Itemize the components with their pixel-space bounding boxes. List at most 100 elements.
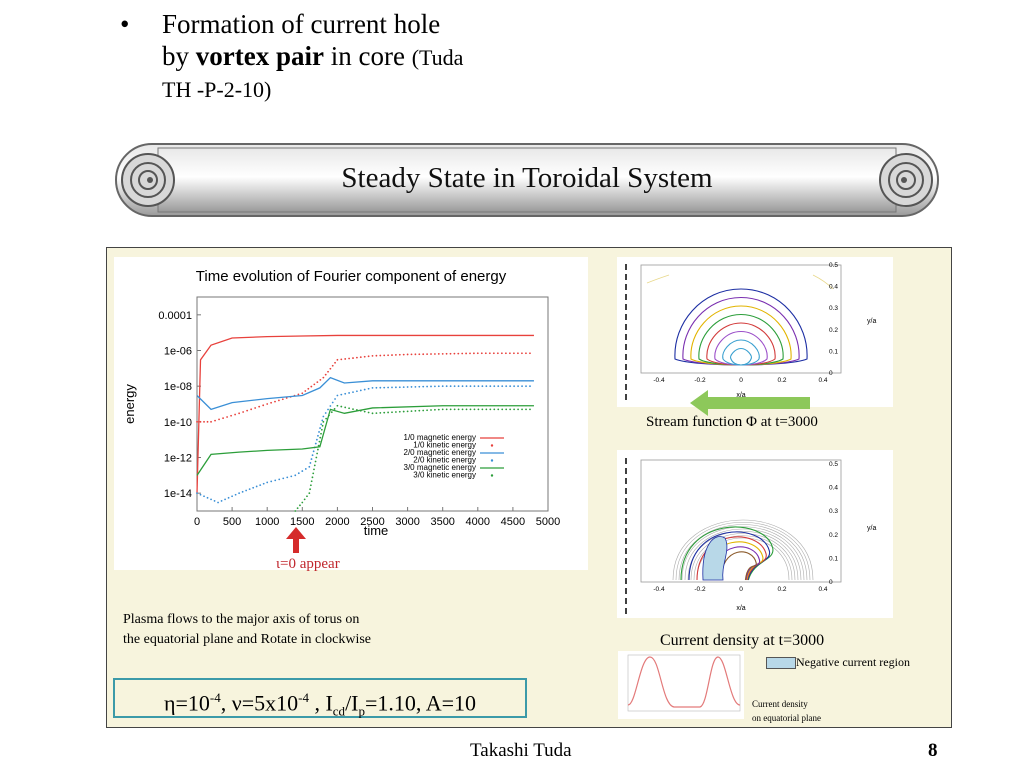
parameter-formula: η=10-4, ν=5x10-4 , Icd/Ip=1.10, A=10: [113, 678, 527, 719]
energy-series-point: [371, 354, 374, 357]
stream-y-tick-label: 0.5: [829, 262, 838, 269]
stream-x-tick-label: 0.4: [818, 377, 827, 384]
energy-series-point: [387, 354, 389, 357]
energy-series-point: [306, 495, 308, 498]
energy-series-point: [325, 417, 328, 420]
energy-series-line: [196, 405, 534, 476]
energy-legend-label: 1/0 magnetic energy: [404, 433, 477, 442]
energy-series-point: [406, 410, 409, 413]
energy-series-point: [363, 355, 366, 358]
stream-x-tick-label: 0.2: [777, 377, 786, 384]
energy-series-point: [262, 482, 265, 485]
energy-series-point: [383, 386, 386, 389]
energy-series-point: [501, 408, 504, 411]
energy-series-point: [375, 386, 378, 389]
energy-series-point: [241, 490, 244, 493]
energy-series-point: [317, 434, 319, 437]
energy-series-point: [453, 408, 456, 411]
energy-series-point: [457, 352, 460, 355]
energy-series-point: [218, 418, 220, 421]
energy-series-point: [391, 411, 393, 414]
energy-series-point: [321, 424, 324, 427]
energy-series-point: [308, 492, 311, 495]
energy-series-point: [477, 408, 480, 411]
energy-series-point: [387, 411, 389, 414]
stream-y-tick-label: 0.3: [829, 305, 838, 312]
energy-y-axis-label: energy: [122, 384, 137, 424]
energy-series-point: [299, 504, 301, 507]
energy-series-point: [391, 354, 393, 356]
energy-series-point: [210, 420, 212, 423]
equatorial-current-plot: [627, 654, 741, 712]
energy-series-point: [410, 410, 413, 413]
energy-series-point: [317, 448, 319, 451]
energy-series-point: [336, 394, 339, 397]
energy-series-point: [316, 452, 319, 455]
energy-series-point: [322, 420, 325, 423]
energy-series-point: [252, 486, 255, 489]
energy-series-point: [422, 409, 425, 412]
energy-series-point: [414, 410, 417, 412]
energy-series-point: [311, 476, 314, 479]
energy-legend-label: 1/0 kinetic energy: [413, 441, 476, 450]
energy-series-point: [330, 411, 333, 414]
energy-series-point: [311, 454, 314, 457]
current-contour-line: [678, 524, 808, 581]
page-number: 8: [928, 740, 938, 761]
energy-series-point: [250, 408, 253, 411]
stream-caption: Stream function Φ at t=3000: [646, 414, 818, 430]
bullet-emphasis: vortex pair: [195, 41, 324, 71]
energy-series-point: [348, 357, 350, 360]
energy-series-point: [307, 387, 310, 390]
energy-series-point: [473, 408, 476, 411]
energy-series-point: [278, 399, 280, 402]
energy-series-point: [457, 385, 460, 388]
energy-series-point: [453, 352, 456, 355]
energy-series-point: [344, 406, 347, 409]
energy-series-point: [434, 408, 436, 411]
energy-series-point: [316, 381, 319, 384]
energy-series-point: [410, 353, 413, 356]
energy-series-point: [422, 385, 425, 388]
title-banner: Steady State in Toroidal System: [108, 134, 946, 224]
current-contour-line: [684, 528, 802, 581]
energy-legend-label: 3/0 magnetic energy: [404, 463, 477, 472]
energy-series-point: [285, 397, 288, 399]
energy-series-point: [248, 488, 251, 491]
energy-series-point: [352, 391, 354, 394]
energy-series-point: [422, 353, 425, 356]
energy-series-point: [317, 444, 320, 447]
energy-series-point: [529, 408, 531, 411]
flow-note-line-1: Plasma flows to the major axis of torus …: [123, 612, 360, 627]
energy-series-point: [196, 492, 198, 495]
energy-series-point: [481, 408, 484, 411]
energy-y-ticks: 0.0001 1e-06 1e-08 1e-10 1e-12 1e-14: [158, 310, 201, 500]
energy-series-point: [320, 428, 323, 431]
energy-series-point: [395, 354, 397, 356]
energy-series-point: [270, 480, 273, 483]
energy-series-point: [259, 484, 262, 487]
formula-p-subscript: p: [358, 703, 366, 719]
energy-series-point: [441, 352, 444, 355]
energy-series-point: [430, 409, 432, 411]
formula-ip: /I: [345, 690, 359, 716]
energy-legend-swatch: [490, 444, 494, 447]
energy-series-point: [395, 411, 397, 413]
energy-series-point: [406, 386, 409, 388]
energy-series-point: [513, 408, 516, 411]
energy-series-point: [297, 472, 300, 475]
formula-rest: =1.10, A=10: [365, 690, 477, 716]
bullet-dot: •: [120, 9, 130, 39]
energy-series-point: [457, 408, 460, 411]
energy-series-point: [445, 385, 448, 388]
current-y-label: y/a: [867, 525, 876, 532]
energy-series-point: [234, 493, 237, 496]
energy-legend-label: 2/0 magnetic energy: [404, 448, 477, 457]
energy-series-point: [449, 385, 452, 388]
energy-series-point: [296, 507, 299, 510]
energy-series-point: [481, 385, 484, 388]
energy-series-point: [493, 385, 496, 388]
energy-x-tick-label: 2500: [360, 516, 384, 528]
energy-series-point: [331, 364, 334, 367]
energy-legend-swatch: [490, 459, 494, 462]
